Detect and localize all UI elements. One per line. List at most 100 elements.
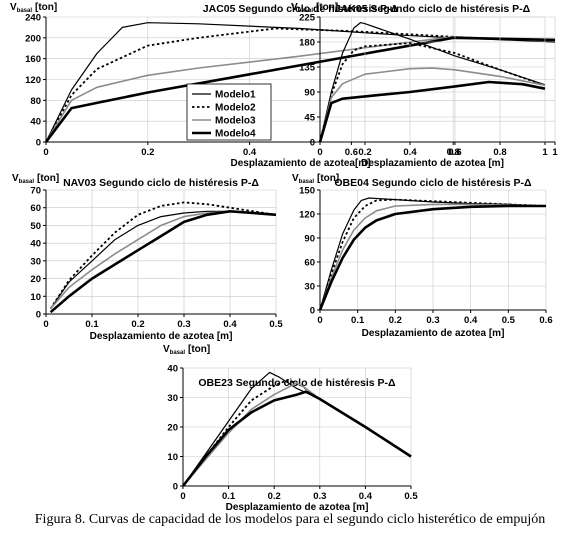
x-tick-label: 0.1 xyxy=(85,319,99,330)
x-tick-label: 0.1 xyxy=(351,315,365,326)
y-tick-label: 225 xyxy=(299,13,316,24)
legend: Modelo1 Modelo2 Modelo3 Modelo4 xyxy=(186,83,272,141)
x-tick-label: 0 xyxy=(317,147,322,158)
series-modelo3 xyxy=(49,210,277,310)
x-tick-label: 0.2 xyxy=(141,147,154,158)
y-tick-label: 60 xyxy=(30,203,41,214)
y-tick-label: 80 xyxy=(30,96,41,107)
x-tick-label: 0.4 xyxy=(464,315,478,326)
x-axis-label: Desplazamiento de azotea [m] xyxy=(226,502,369,513)
x-tick-label: 0 xyxy=(43,319,48,330)
series-modelo2 xyxy=(319,198,547,311)
y-tick-label: 0 xyxy=(310,138,315,149)
x-tick-label: 0 xyxy=(43,147,48,158)
y-tick-label: 135 xyxy=(299,63,316,74)
y-axis-label: Vbasal [ton] xyxy=(291,2,338,14)
series-modelo4 xyxy=(318,80,546,143)
x-tick-label: 0.2 xyxy=(389,315,402,326)
x-tick-label: 0.4 xyxy=(403,147,417,158)
chart-title: NAV03 Segundo ciclo de histéresis P-Δ xyxy=(63,177,259,189)
y-axis-label: Vbasal [ton] xyxy=(12,173,59,185)
x-tick-label: 0.3 xyxy=(313,491,326,502)
chart-3: 0 30 60 90 120 150 0 0.1 0.2 0.3 0.4 0.5 0.6 OBE04 Se… xyxy=(292,173,553,339)
y-axis-label: Vbasal [ton] xyxy=(163,344,210,356)
series-modelo3 xyxy=(319,203,547,311)
chart-2: 0 10 20 30 40 50 60 70 0 0.1 0.2 0.3 0.4 0.5 NAV03 Seg… xyxy=(12,173,283,342)
y-tick-label: 40 xyxy=(30,117,41,128)
x-tick-label: 0.8 xyxy=(447,147,460,158)
x-tick-label: 0.6 xyxy=(539,315,552,326)
legend-label: Modelo1 xyxy=(215,90,256,101)
series-modelo4 xyxy=(44,36,556,143)
x-tick-label: 0 xyxy=(317,315,322,326)
y-tick-label: 10 xyxy=(167,452,178,463)
x-tick-label: 0.2 xyxy=(358,147,371,158)
y-tick-label: 40 xyxy=(30,239,41,250)
y-tick-label: 60 xyxy=(304,258,315,269)
series-modelo3 xyxy=(45,36,556,143)
x-tick-label: 0.4 xyxy=(359,491,373,502)
y-tick-label: 70 xyxy=(30,186,41,197)
y-tick-label: 30 xyxy=(304,282,315,293)
y-tick-label: 30 xyxy=(167,393,178,404)
y-tick-label: 0 xyxy=(173,482,178,493)
y-tick-label: 10 xyxy=(30,292,41,303)
series-modelo4 xyxy=(49,210,277,314)
chart-title: OBE04 Segundo ciclo de histéresis P-Δ xyxy=(334,177,532,189)
y-tick-label: 45 xyxy=(304,113,315,124)
series-modelo2 xyxy=(49,201,277,310)
series-modelo3 xyxy=(319,67,546,143)
series-modelo1 xyxy=(45,22,556,143)
y-tick-label: 160 xyxy=(25,54,41,65)
y-tick-label: 20 xyxy=(30,274,41,285)
y-tick-label: 50 xyxy=(30,221,41,232)
y-tick-label: 200 xyxy=(25,33,41,44)
y-axis-label: Vbasal [ton] xyxy=(10,2,57,14)
legend-label: Modelo2 xyxy=(215,103,256,114)
x-tick-label: 0.4 xyxy=(223,319,237,330)
x-tick-label: 0.6 xyxy=(448,147,461,158)
legend-box xyxy=(186,83,272,141)
x-tick-label: 0.6 xyxy=(345,147,358,158)
series-modelo1 xyxy=(319,22,546,143)
y-tick-label: 30 xyxy=(30,256,41,267)
series-modelo1 xyxy=(50,210,277,310)
legend-label: Modelo3 xyxy=(215,116,256,127)
y-tick-label: 0 xyxy=(36,310,41,321)
y-tick-label: 90 xyxy=(304,88,315,99)
x-tick-label: 0.3 xyxy=(426,315,439,326)
x-tick-label: 0.8 xyxy=(493,147,506,158)
y-tick-label: 0 xyxy=(310,306,315,317)
series-modelo2 xyxy=(319,42,546,143)
y-tick-label: 40 xyxy=(167,364,178,375)
x-tick-label: 0.1 xyxy=(222,491,236,502)
x-tick-label: 0.5 xyxy=(269,319,283,330)
y-axis-label: Vbasal [ton] xyxy=(292,173,339,185)
series-modelo4 xyxy=(181,390,412,487)
x-tick-label: 0.4 xyxy=(243,147,257,158)
series-modelo4 xyxy=(318,204,546,311)
x-tick-label: 1 xyxy=(542,147,548,158)
y-tick-label: 20 xyxy=(167,423,178,434)
x-axis-label: Desplazamiento de azotea [m] xyxy=(90,331,233,342)
x-tick-label: 0.2 xyxy=(268,491,281,502)
chart-title: JAK05 Segundo ciclo de histéresis P-Δ xyxy=(335,3,531,15)
y-tick-label: 0 xyxy=(36,138,41,149)
y-tick-label: 90 xyxy=(304,234,315,245)
x-axis-label: Desplazamiento de azotea[m] xyxy=(230,158,370,169)
figure-caption: Figura 8. Curvas de capacidad de los mod… xyxy=(34,512,546,527)
y-tick-label: 180 xyxy=(299,38,315,49)
x-axis-label: Desplazamiento de azotea [m] xyxy=(362,328,505,339)
legend-label: Modelo4 xyxy=(215,129,256,140)
x-tick-label: 0.3 xyxy=(177,319,190,330)
series-modelo1 xyxy=(182,371,412,487)
x-tick-label: 0.5 xyxy=(502,315,516,326)
x-tick-label: 1 xyxy=(552,147,558,158)
y-tick-label: 120 xyxy=(25,75,41,86)
series-modelo2 xyxy=(45,27,556,143)
x-tick-label: 0.5 xyxy=(404,491,418,502)
